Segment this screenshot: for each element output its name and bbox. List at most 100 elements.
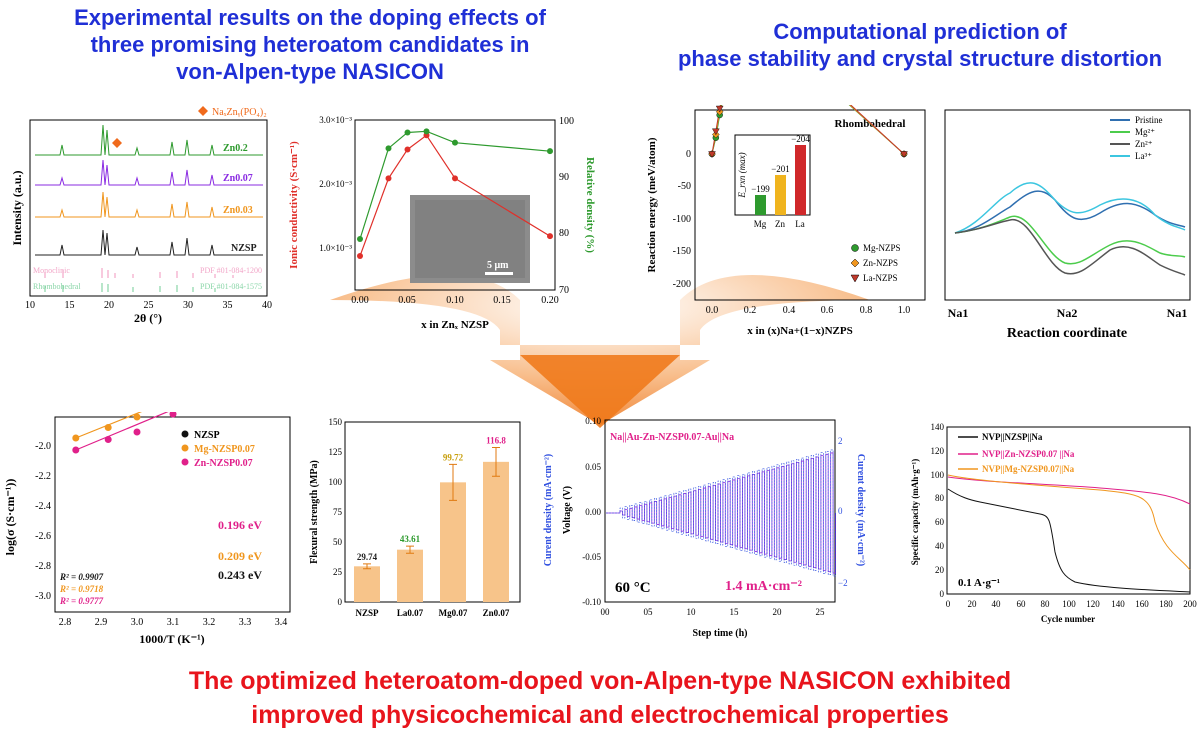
xrd-ref-right-2: PDF #01-084-1575	[200, 282, 262, 291]
reaction-point-la	[900, 151, 908, 158]
ionic-xlabel: x in Znₓ NZSP	[421, 319, 489, 331]
cap-xtick: 40	[992, 599, 1002, 609]
xrd-legend: NaₓZnᵧ(PO₄)₂	[198, 106, 267, 118]
reaction-inset: −199−201 −204 E_rxn (max) Mg Zn La	[734, 134, 811, 229]
xrd-label-zn0.03: Zn0.03	[223, 205, 253, 216]
cap-xtick: 20	[968, 599, 978, 609]
flexural-errorbar	[406, 545, 414, 554]
ionic-xtick: 0.15	[493, 295, 511, 306]
cap-legend: NVP||Zn-NZSP0.07 ||Na	[982, 449, 1075, 459]
arrow-head	[520, 355, 680, 428]
rxn-xtick: 0.4	[783, 305, 796, 316]
flexural-bar	[397, 549, 423, 602]
arr-xtick: 3.1	[167, 617, 180, 628]
cycling-title: Na||Au-Zn-NZSP0.07-Au||Na	[610, 432, 734, 443]
ionic-ytick-right: 70	[559, 285, 569, 296]
cycling-current-trace	[606, 449, 836, 577]
ionic-point-density	[357, 236, 363, 242]
left-header-line-3: von-Alpen-type NASICON	[176, 59, 444, 84]
ionic-point-density	[404, 129, 411, 136]
ionic-ytick-right: 80	[559, 228, 569, 239]
flex-xtick: La0.07	[397, 608, 424, 618]
arr-xlabel: 1000/T (K⁻¹)	[139, 632, 204, 646]
cap-xtick: 60	[1017, 599, 1027, 609]
arrhenius-fit-line	[75, 412, 169, 451]
conclusion-line-1: The optimized heteroatom-doped von-Alpen…	[188, 667, 1012, 695]
profile-xtick: Na2	[1057, 306, 1078, 320]
right-header: Computational prediction of phase stabil…	[640, 18, 1200, 72]
xrd-label-zn0.07: Zn0.07	[223, 173, 253, 184]
ea-mg: 0.209 eV	[218, 549, 262, 563]
ionic-ytick-left: 2.0×10⁻³	[319, 179, 352, 189]
cycling-current: 1.4 mA·cm⁻²	[725, 579, 802, 594]
cap-ytick: 40	[935, 541, 945, 551]
flex-ytick: 100	[329, 477, 343, 487]
xrd-ref-left-1: Monoclinic	[33, 266, 70, 275]
arr-xtick: 3.3	[239, 617, 252, 628]
rxn-legend-zn: Zn-NZPS	[863, 258, 898, 268]
xrd-trace-zn0.07	[35, 159, 263, 186]
ionic-point-conductivity	[385, 175, 392, 182]
ionic-xtick: 0.05	[398, 295, 416, 306]
xrd-xtick: 20	[104, 300, 114, 311]
arrhenius-point	[72, 434, 80, 442]
left-header: Experimental results on the doping effec…	[40, 4, 580, 85]
ionic-point-conductivity	[547, 233, 553, 240]
arrhenius-point	[133, 413, 141, 421]
conclusion: The optimized heteroatom-doped von-Alpen…	[0, 664, 1200, 732]
ionic-point-density	[385, 145, 392, 152]
reaction-frame	[694, 109, 926, 301]
ionic-ytick-right: 90	[559, 172, 569, 183]
xrd-trace-nzsp	[35, 229, 263, 256]
cyc-xtick: 20	[773, 607, 783, 617]
cap-ytick: 120	[931, 446, 945, 456]
inset-bar	[795, 145, 806, 215]
capacity-panel: NVP||NZSP||Na NVP||Zn-NZSP0.07 ||Na NVP|…	[910, 422, 1197, 624]
flex-ytick: 25	[333, 567, 343, 577]
cyc-xtick: 00	[601, 607, 611, 617]
ionic-ytick-left: 1.0×10⁻³	[319, 243, 352, 253]
cyc-ylabel: Voltage (V)	[562, 486, 573, 534]
capacity-mg	[947, 474, 1191, 571]
cyc-xtick: 10	[687, 607, 697, 617]
cap-ytick: 140	[931, 422, 945, 432]
left-header-line-2: three promising heteroatom candidates in	[90, 32, 530, 57]
cap-ytick: 80	[935, 493, 945, 503]
cap-xtick: 180	[1159, 599, 1173, 609]
flexural-bar	[483, 461, 509, 602]
rxn-xtick: 1.0	[898, 305, 911, 316]
arrhenius-point	[104, 436, 112, 443]
left-header-line-1: Experimental results on the doping effec…	[74, 5, 546, 30]
ionic-point-conductivity	[357, 253, 363, 259]
r2-2: R² = 0.9718	[59, 584, 104, 594]
ionic-point-density	[547, 148, 553, 155]
xrd-label-zn0.2: Zn0.2	[223, 143, 248, 154]
arr-xtick: 3.2	[203, 617, 216, 628]
rxn-ytick: -50	[678, 181, 691, 192]
ionic-ylabel-right: Relative density (%)	[584, 157, 596, 253]
right-header-line-2: phase stability and crystal structure di…	[677, 46, 1163, 71]
xrd-marker	[112, 138, 122, 148]
arr-ytick: -2.0	[35, 441, 51, 452]
flex-xtick: Zn0.07	[483, 608, 510, 618]
xrd-label-nzsp: NZSP	[231, 243, 257, 254]
cyc-ytick: 0.05	[585, 462, 601, 472]
arr-legend: NZSP	[194, 430, 220, 441]
arr-ytick: -3.0	[35, 591, 51, 602]
cyc-xtick: 25	[816, 607, 826, 617]
xrd-ylabel: Intensity (a.u.)	[10, 170, 24, 245]
profile-legend-item: Zn²⁺	[1135, 139, 1153, 149]
capacity-rate: 0.1 A·g⁻¹	[958, 577, 1000, 589]
arrhenius-point	[104, 424, 112, 431]
inset-cat: Zn	[775, 219, 785, 229]
cap-legend: NVP||Mg-NZSP0.07||Na	[982, 464, 1075, 474]
xrd-trace-zn0.2	[35, 124, 263, 156]
xrd-xticks: 10 15 20 25 30 35 40	[25, 300, 272, 311]
cyc-ytick: -0.05	[582, 552, 601, 562]
profile-xtick: Na1	[948, 306, 969, 320]
ionic-frame	[354, 119, 556, 291]
xrd-xtick: 40	[262, 300, 272, 311]
ea-nzsp: 0.243 eV	[218, 568, 262, 582]
cyc-ytick: 0.00	[585, 507, 601, 517]
